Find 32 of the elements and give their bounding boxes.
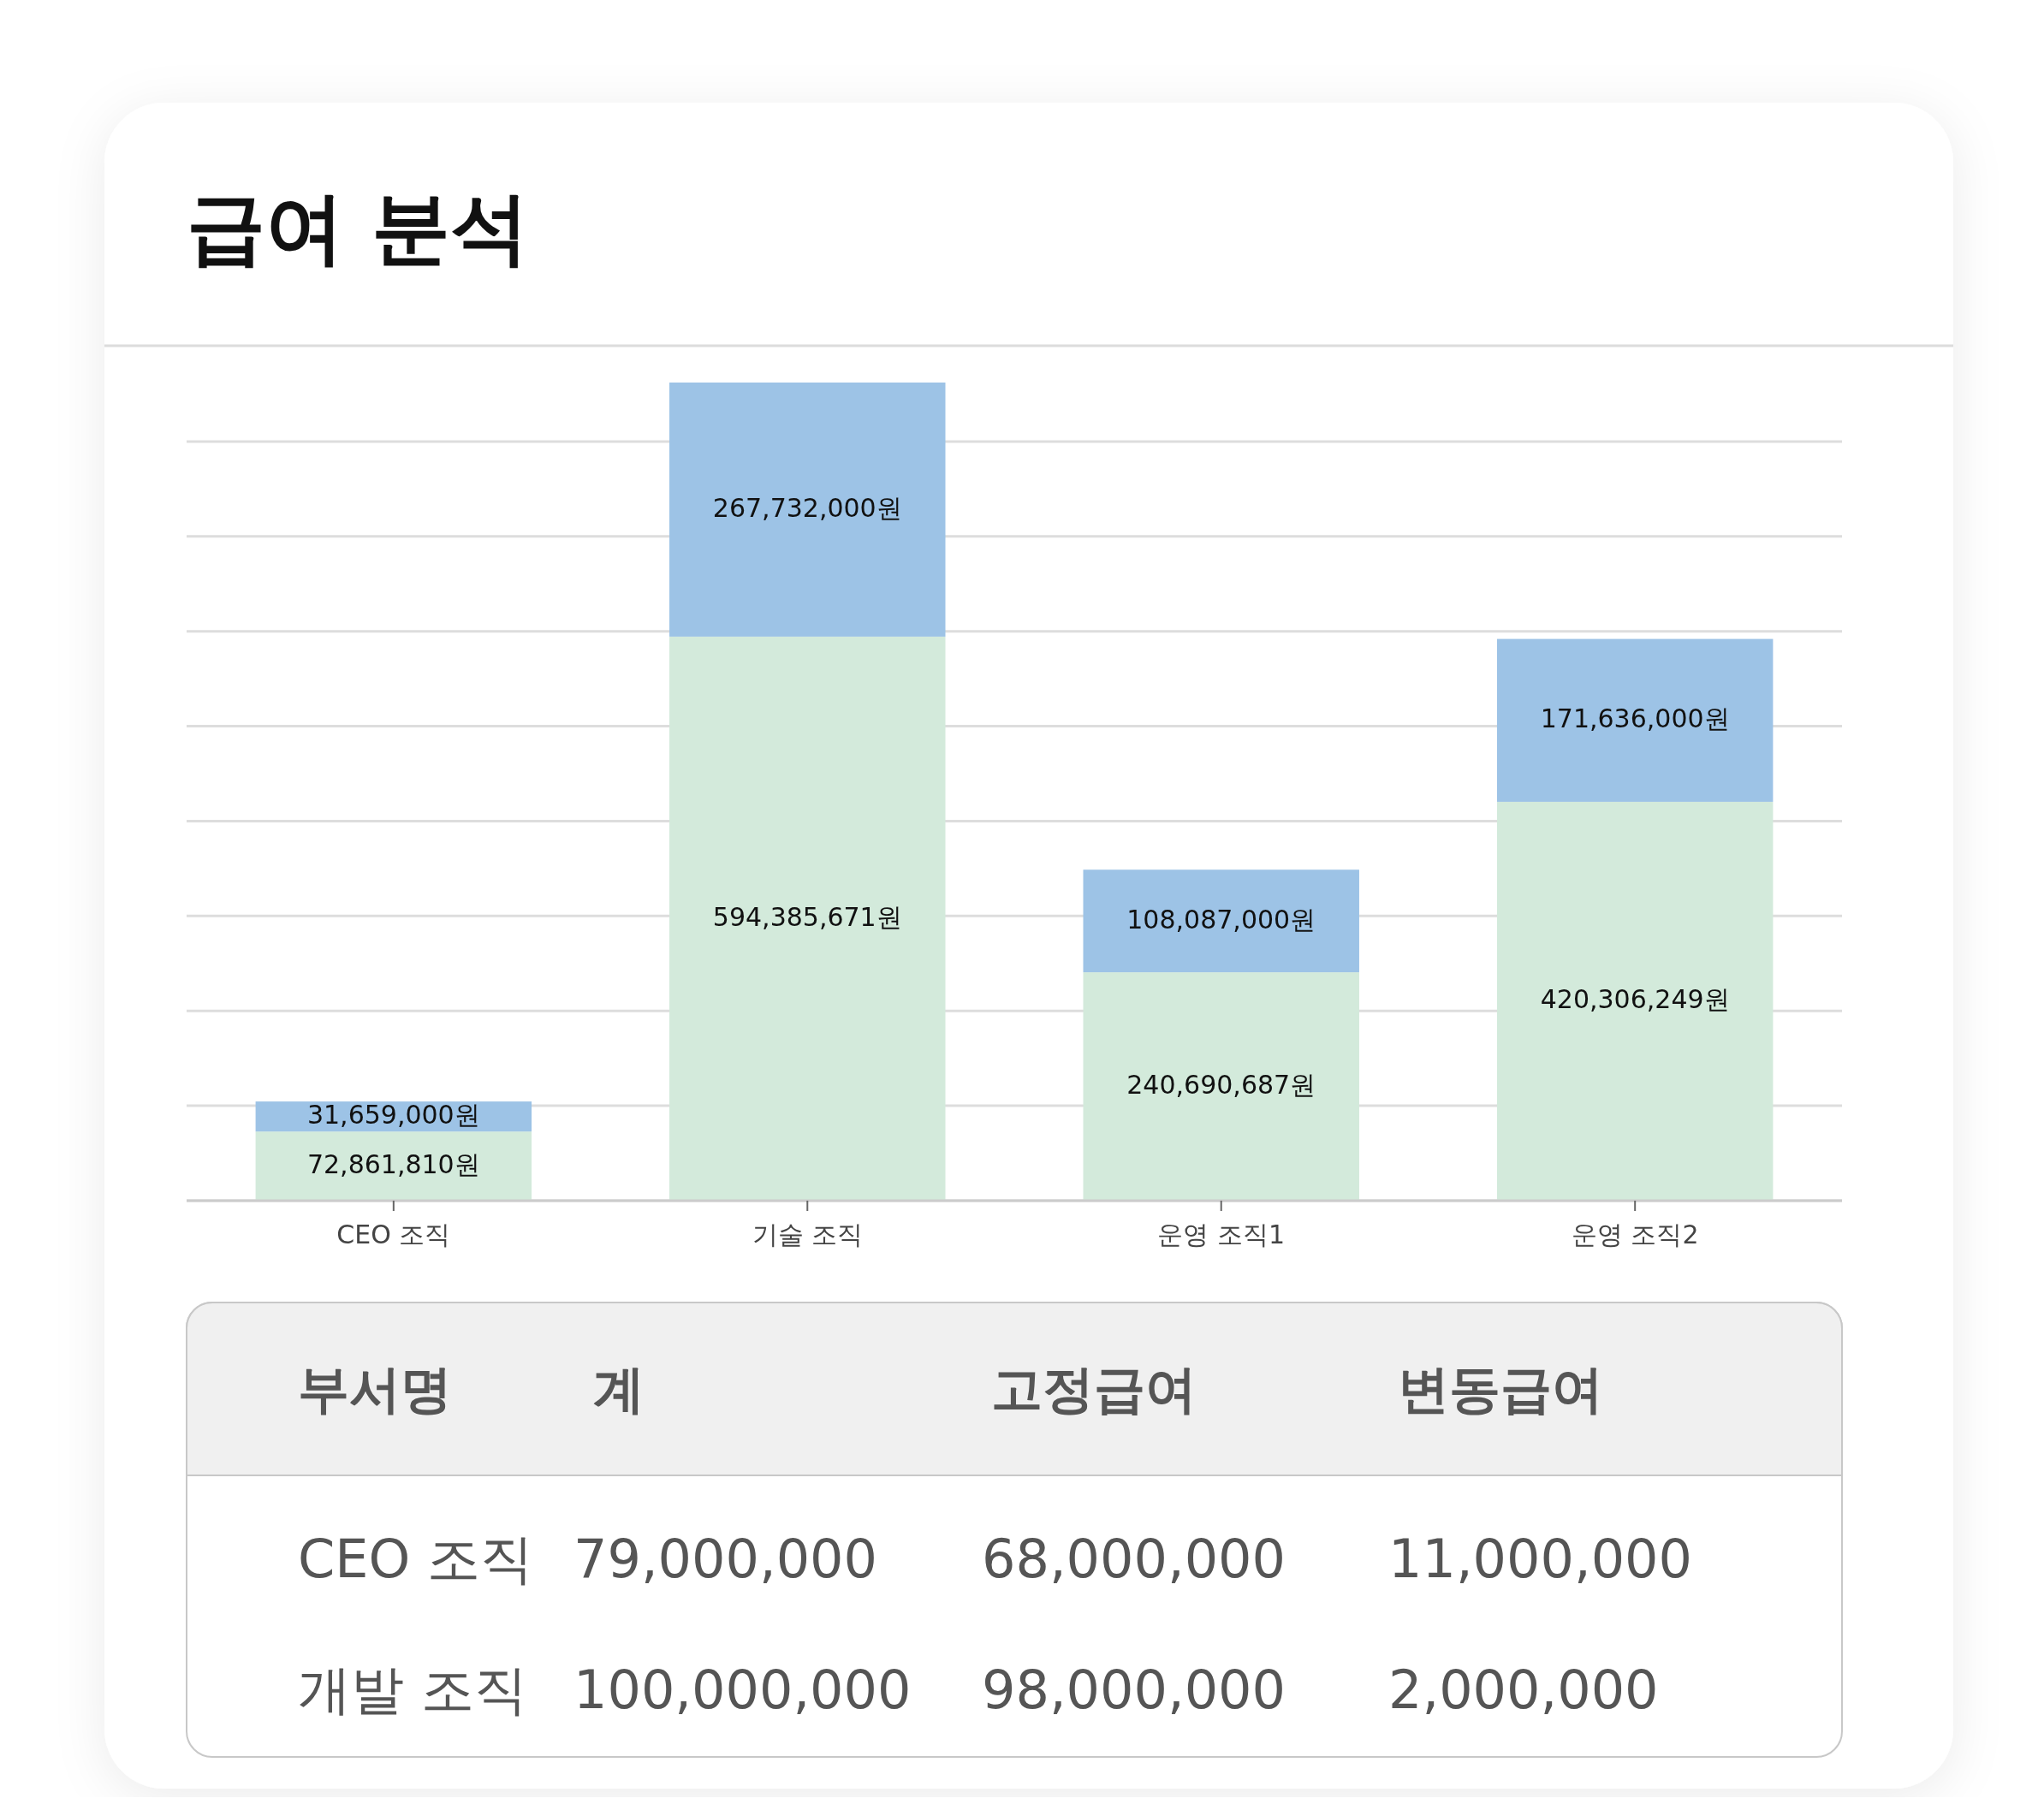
bar [669,383,946,637]
text: 부서명 [298,1359,452,1419]
data-label: 267,732,000원 [712,492,902,523]
data-label: 108,087,000원 [1126,904,1316,935]
x-tick-label: 기술 조직 [752,1219,864,1249]
text: 개발 조직 [298,1659,527,1721]
x-tick-label: 운영 조직1 [1157,1219,1286,1249]
bar [1496,638,1774,802]
text: 2,000,000 [1388,1659,1659,1721]
data-label: 171,636,000원 [1540,703,1730,734]
bar [1083,972,1359,1201]
x-tick-label: CEO 조직 [336,1219,451,1249]
text: CEO 조직 [298,1528,533,1590]
bar [1083,869,1359,973]
bar [669,636,946,1201]
data-label: 72,861,810원 [306,1149,480,1180]
chart-title: 급여 분석 [187,182,530,274]
text: 고정급여 [991,1359,1197,1419]
data-label: 420,306,249원 [1540,984,1730,1015]
data-label: 31,659,000원 [306,1100,480,1130]
text: 98,000,000 [982,1659,1286,1721]
bar [255,1131,532,1201]
text: 11,000,000 [1388,1528,1692,1590]
data-label: 240,690,687원 [1126,1070,1316,1101]
data-label: 594,385,671원 [712,901,902,932]
text: 100,000,000 [573,1659,912,1721]
bar [1496,801,1774,1201]
text: 79,000,000 [573,1528,877,1590]
text: 68,000,000 [982,1528,1286,1590]
x-tick-label: 운영 조직2 [1571,1219,1699,1249]
text: 변동급여 [1398,1359,1603,1419]
text: 계 [593,1359,645,1419]
